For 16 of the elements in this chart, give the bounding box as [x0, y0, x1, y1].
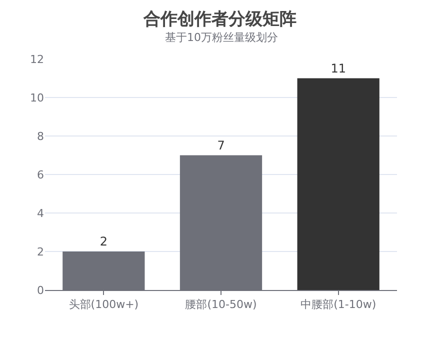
y-tick-label: 0 — [37, 284, 44, 297]
chart-title: 合作创作者分级矩阵 — [142, 10, 296, 30]
y-tick-label: 6 — [37, 168, 44, 182]
y-tick-label: 12 — [30, 52, 44, 66]
y-tick-label: 10 — [30, 91, 44, 104]
chart-subtitle: 基于10万粉丝量级划分 — [165, 31, 278, 44]
x-tick-label: 腰部(10-50w) — [185, 298, 257, 312]
y-tick-label: 8 — [37, 130, 44, 143]
x-tick-label: 中腰部(1-10w) — [300, 298, 376, 312]
x-tick-label: 头部(100w+) — [68, 298, 139, 312]
y-tick-label: 2 — [37, 245, 44, 258]
bar — [297, 78, 380, 290]
data-label: 7 — [217, 138, 225, 152]
data-label: 2 — [100, 234, 108, 248]
data-label: 11 — [330, 61, 346, 76]
y-tick-label: 4 — [37, 206, 44, 220]
